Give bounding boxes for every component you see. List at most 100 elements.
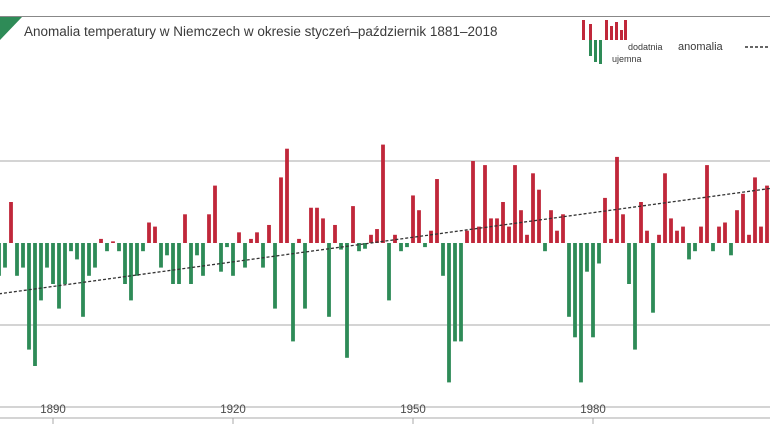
bar-positive <box>147 222 151 243</box>
bar-positive <box>183 214 187 243</box>
bar-positive <box>9 202 13 243</box>
bar-negative <box>219 243 223 272</box>
bar-negative <box>27 243 31 350</box>
bar-negative <box>81 243 85 317</box>
bar-positive <box>429 230 433 243</box>
bar-negative <box>651 243 655 313</box>
bar-positive <box>321 218 325 243</box>
bar-negative <box>543 243 547 252</box>
bar-positive <box>375 229 379 243</box>
x-tick-label: 1890 <box>40 404 66 416</box>
x-axis-ticks: 1890 1920 1950 1980 <box>40 404 606 424</box>
bar-positive <box>645 230 649 243</box>
bar-negative <box>0 243 1 276</box>
legend-trend-label: anomalia <box>678 41 724 53</box>
bar-positive <box>99 238 103 243</box>
bar-negative <box>105 243 109 252</box>
bar-positive <box>315 207 319 243</box>
bars <box>0 144 769 383</box>
bar-positive <box>603 197 607 243</box>
bar-negative <box>387 243 391 301</box>
bar-positive <box>753 177 757 243</box>
bar-positive <box>639 202 643 243</box>
legend-negative-swatch <box>589 40 602 64</box>
trend-line <box>0 187 770 295</box>
bar-negative <box>93 243 97 268</box>
bar-negative <box>633 243 637 350</box>
bar-negative <box>189 243 193 284</box>
bar-negative <box>57 243 61 309</box>
bar-positive <box>477 226 481 243</box>
bar-positive <box>657 234 661 243</box>
bar-negative <box>729 243 733 256</box>
bar-positive <box>765 185 769 243</box>
bar-negative <box>453 243 457 342</box>
bar-negative <box>69 243 73 252</box>
bar-positive <box>153 226 157 243</box>
legend-positive-label: dodatnia <box>628 42 663 52</box>
bar-negative <box>141 243 145 252</box>
bar-positive <box>333 224 337 243</box>
bar-negative <box>363 243 367 249</box>
bar-negative <box>291 243 295 342</box>
bar-positive <box>111 241 115 243</box>
bar-negative <box>261 243 265 268</box>
bar-positive <box>735 210 739 243</box>
bar-negative <box>339 243 343 250</box>
bar-negative <box>585 243 589 272</box>
bar-negative <box>117 243 121 252</box>
bar-negative <box>711 243 715 252</box>
bar-negative <box>171 243 175 284</box>
x-tick-label: 1950 <box>400 404 426 416</box>
bar-positive <box>615 156 619 243</box>
bar-negative <box>225 243 229 248</box>
bar-positive <box>435 179 439 243</box>
bar-positive <box>237 232 241 243</box>
bar-positive <box>741 193 745 243</box>
bar-positive <box>519 210 523 243</box>
bar-negative <box>231 243 235 276</box>
bar-negative <box>405 243 409 248</box>
bar-negative <box>573 243 577 338</box>
bar-positive <box>369 234 373 243</box>
chart-title: Anomalia temperatury w Niemczech w okres… <box>24 24 497 39</box>
bar-positive <box>411 195 415 243</box>
bar-negative <box>21 243 25 268</box>
bar-negative <box>273 243 277 309</box>
bar-negative <box>399 243 403 252</box>
bar-negative <box>51 243 55 284</box>
bar-positive <box>525 234 529 243</box>
bar-negative <box>165 243 169 256</box>
x-tick-label: 1980 <box>580 404 606 416</box>
gridlines <box>0 160 770 408</box>
trend-layer <box>0 187 770 295</box>
bar-positive <box>207 214 211 243</box>
bar-negative <box>327 243 331 317</box>
bar-positive <box>489 218 493 243</box>
bar-positive <box>297 238 301 243</box>
bar-negative <box>3 243 7 268</box>
bar-negative <box>345 243 349 358</box>
bar-positive <box>213 185 217 243</box>
bar-negative <box>39 243 43 301</box>
legend-positive-swatch <box>582 20 627 40</box>
bar-positive <box>549 210 553 243</box>
legend: dodatnia ujemna anomalia <box>582 20 770 64</box>
header-top-line <box>0 16 770 17</box>
bar-positive <box>309 207 313 243</box>
bar-negative <box>63 243 67 284</box>
bar-positive <box>495 218 499 243</box>
bar-negative <box>123 243 127 284</box>
bar-positive <box>501 202 505 243</box>
bar-positive <box>705 165 709 243</box>
bar-positive <box>669 218 673 243</box>
bar-negative <box>627 243 631 284</box>
bar-negative <box>45 243 49 268</box>
bar-positive <box>723 222 727 243</box>
bar-positive <box>417 210 421 243</box>
bar-negative <box>195 243 199 256</box>
bar-positive <box>609 238 613 243</box>
bar-positive <box>675 230 679 243</box>
legend-negative-label: ujemna <box>612 54 642 64</box>
